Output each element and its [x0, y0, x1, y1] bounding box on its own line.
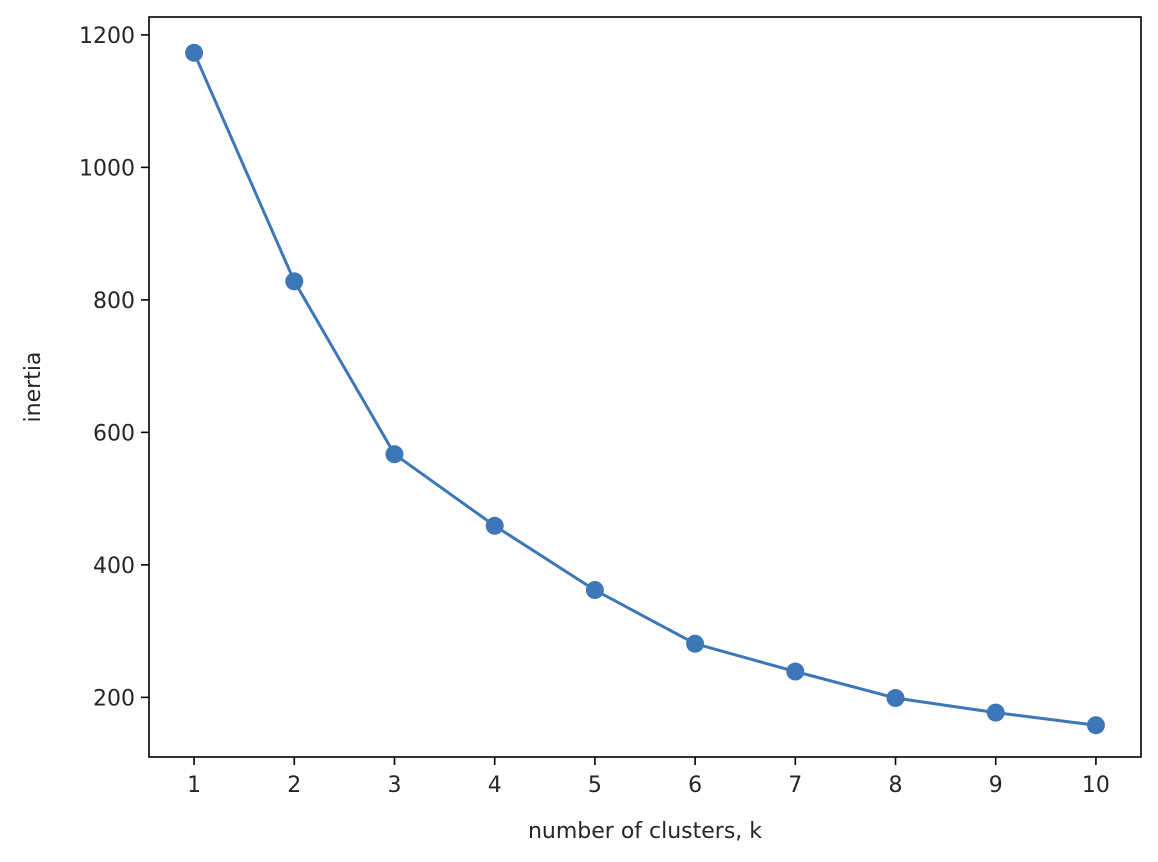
series-line	[192, 51, 1098, 727]
x-tick-label: 5	[588, 773, 602, 798]
y-tick-label: 800	[93, 289, 135, 314]
data-point	[385, 445, 404, 464]
y-axis-label: inertia	[21, 352, 46, 423]
data-point	[585, 581, 604, 600]
x-tick-label: 4	[488, 773, 502, 798]
data-series	[185, 43, 1105, 735]
data-point	[185, 43, 204, 62]
data-point	[886, 689, 905, 708]
data-point	[786, 662, 805, 681]
x-tick-label: 10	[1082, 773, 1110, 798]
x-tick-label: 8	[889, 773, 903, 798]
y-tick-label: 200	[93, 686, 135, 711]
data-point	[986, 703, 1005, 722]
y-tick-label: 1200	[79, 24, 135, 49]
data-point	[686, 634, 705, 653]
x-tick-label: 7	[788, 773, 802, 798]
x-tick-label: 1	[187, 773, 201, 798]
y-tick-label: 600	[93, 421, 135, 446]
y-tick-label: 400	[93, 554, 135, 579]
y-tick-label: 1000	[79, 156, 135, 181]
x-axis-ticks: 1 2 3 4 5 6 7 8 9 10	[187, 757, 1110, 798]
data-point	[285, 272, 304, 291]
x-tick-label: 2	[287, 773, 301, 798]
x-tick-label: 9	[989, 773, 1003, 798]
data-point	[1086, 716, 1105, 735]
data-point	[485, 516, 504, 535]
x-tick-label: 3	[387, 773, 401, 798]
y-axis-ticks: 200 400 600 800 1000 1200	[79, 24, 149, 711]
x-axis-label: number of clusters, k	[528, 819, 762, 844]
plot-frame	[148, 16, 1142, 758]
x-tick-label: 6	[688, 773, 702, 798]
